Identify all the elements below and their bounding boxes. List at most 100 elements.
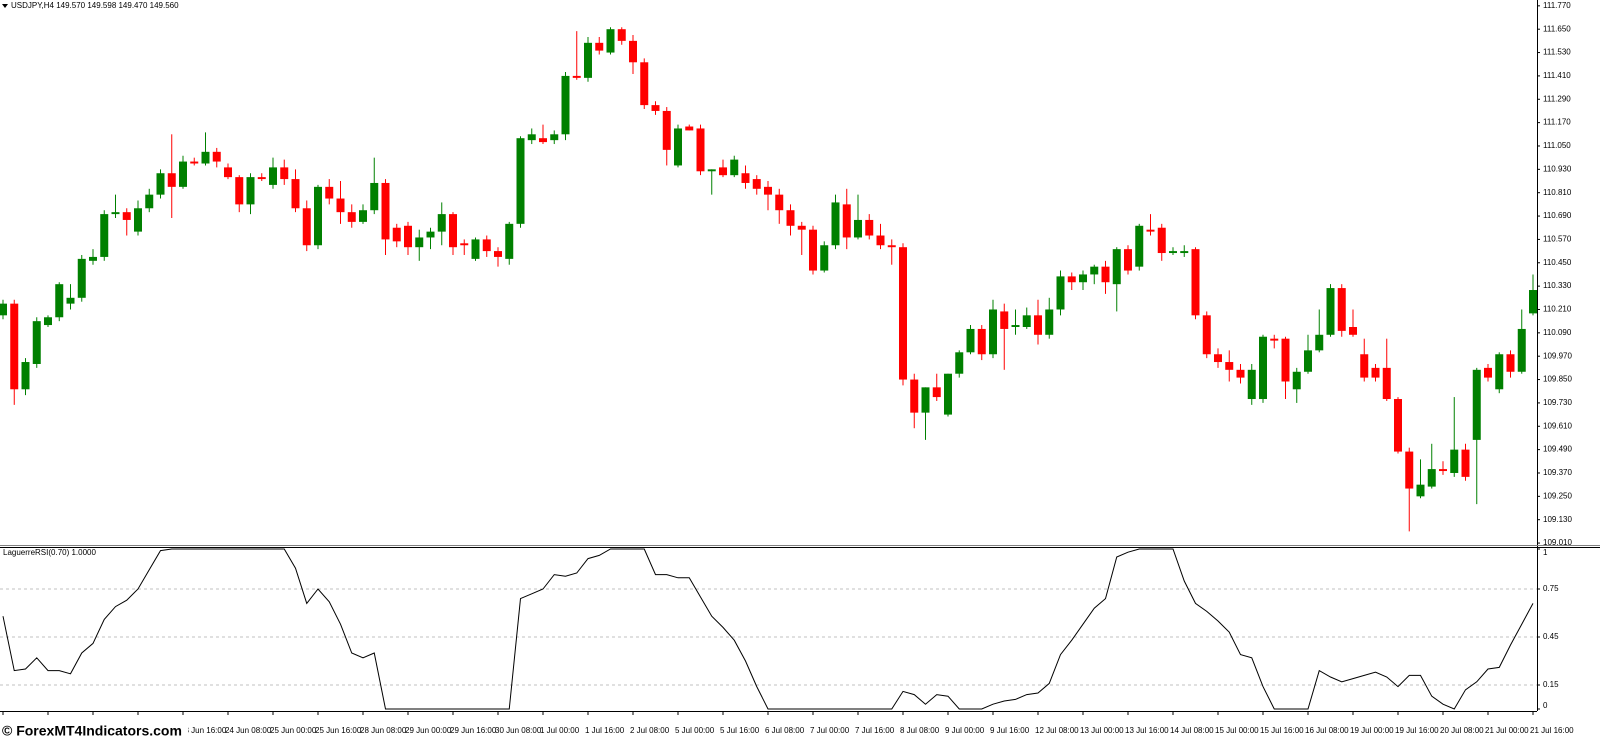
candle-body: [1405, 451, 1414, 489]
candle-body: [595, 42, 604, 51]
y-tick-label: 109.850: [1543, 375, 1572, 384]
y-tick-label: 111.290: [1543, 94, 1571, 103]
candle-body: [1090, 266, 1099, 275]
candle-body: [944, 373, 952, 415]
x-tick-label: 19 Jul 00:00: [1350, 726, 1394, 735]
candle-body: [1349, 327, 1357, 335]
y-tick-label: 110.090: [1543, 328, 1572, 337]
x-tick-label: 21 Jul 16:00: [1530, 726, 1574, 735]
candle-body: [1292, 371, 1301, 390]
x-tick-label: 6 Jul 08:00: [765, 726, 805, 735]
candle-body: [21, 362, 30, 390]
y-tick-label: 109.490: [1543, 445, 1572, 454]
y-tick-label: 111.650: [1543, 24, 1571, 33]
candle-body: [44, 317, 52, 326]
candle-body: [651, 105, 660, 111]
candle-body: [797, 225, 806, 230]
x-tick-label: 29 Jun 16:00: [450, 726, 497, 735]
symbol-menu-arrow[interactable]: [2, 4, 8, 8]
candle-body: [224, 167, 232, 178]
candle-body: [1439, 469, 1447, 472]
x-tick-label: 9 Jul 00:00: [945, 726, 985, 735]
x-tick-label: 12 Jul 08:00: [1035, 726, 1079, 735]
candle-body: [1427, 469, 1436, 487]
candle-body: [89, 256, 97, 261]
candle-body: [1484, 367, 1492, 378]
candle-body: [786, 210, 795, 226]
x-tick-label: 15 Jul 16:00: [1260, 726, 1304, 735]
y-tick-label: 110.690: [1543, 211, 1572, 220]
candle-body: [572, 75, 581, 78]
candle-body: [1360, 354, 1369, 378]
candle-body: [831, 202, 840, 246]
candle-body: [449, 214, 457, 248]
candle-body: [66, 297, 75, 304]
y-tick-label: 0.15: [1543, 680, 1559, 689]
candle-body: [314, 186, 322, 246]
candle-body: [1124, 249, 1132, 271]
candle-body: [1225, 362, 1234, 370]
candle-body: [1394, 399, 1402, 452]
y-tick-label: 109.370: [1543, 468, 1572, 477]
x-tick-label: 13 Jul 00:00: [1080, 726, 1124, 735]
candle-body: [100, 214, 109, 257]
candle-body: [505, 223, 514, 259]
candle-body: [932, 387, 941, 398]
candle-body: [1067, 276, 1076, 283]
candle-body: [629, 40, 637, 63]
candle-body: [1034, 315, 1042, 335]
y-tick-label: 0.45: [1543, 632, 1559, 641]
candle-body: [359, 210, 367, 222]
candle-body: [190, 161, 199, 164]
candle-body: [606, 29, 615, 53]
candle-body: [1472, 369, 1481, 440]
candle-body: [1371, 367, 1380, 378]
candle-body: [1191, 249, 1200, 316]
x-tick-label: 23 Jun 16:00: [180, 726, 227, 735]
candle-body: [707, 169, 716, 172]
candle-body: [865, 219, 874, 236]
candle-body: [1169, 251, 1177, 254]
candle-body: [32, 321, 41, 364]
candle-body: [1202, 315, 1211, 355]
candle-body: [910, 379, 919, 413]
y-tick-label: 0: [1543, 701, 1548, 710]
candle-body: [1495, 354, 1504, 390]
x-tick-label: 13 Jul 16:00: [1125, 726, 1169, 735]
candle-body: [662, 110, 671, 150]
candle-body: [494, 251, 502, 257]
candle-body: [1450, 449, 1459, 473]
y-tick-label: 109.970: [1543, 351, 1572, 360]
x-tick-label: 8 Jul 08:00: [900, 726, 940, 735]
candle-body: [1112, 249, 1121, 285]
x-tick-label: 29 Jun 00:00: [405, 726, 452, 735]
candle-body: [640, 62, 649, 106]
candle-body: [235, 177, 244, 205]
y-tick-label: 111.170: [1543, 118, 1571, 127]
candle-body: [1056, 276, 1065, 310]
candle-body: [1045, 309, 1054, 335]
candle-body: [876, 235, 885, 246]
candle-body: [302, 208, 311, 246]
candle-body: [550, 134, 559, 141]
y-tick-label: 111.410: [1543, 71, 1571, 80]
candle-body: [977, 328, 986, 355]
candle-body: [1461, 449, 1470, 477]
x-tick-label: 5 Jul 00:00: [675, 726, 715, 735]
candle-body: [291, 179, 300, 209]
candle-body: [471, 239, 480, 259]
candle-body: [437, 214, 446, 232]
candle-body: [1506, 354, 1515, 372]
y-tick-label: 111.050: [1543, 141, 1571, 150]
x-tick-label: 7 Jul 00:00: [810, 726, 850, 735]
candle-body: [1079, 274, 1087, 283]
candle-body: [134, 208, 142, 232]
candle-body: [10, 303, 19, 390]
x-tick-label: 14 Jul 08:00: [1170, 726, 1214, 735]
candle-body: [1236, 369, 1245, 378]
candle-body: [516, 138, 525, 224]
candle-body: [1337, 288, 1346, 331]
candle-body: [1101, 266, 1110, 283]
